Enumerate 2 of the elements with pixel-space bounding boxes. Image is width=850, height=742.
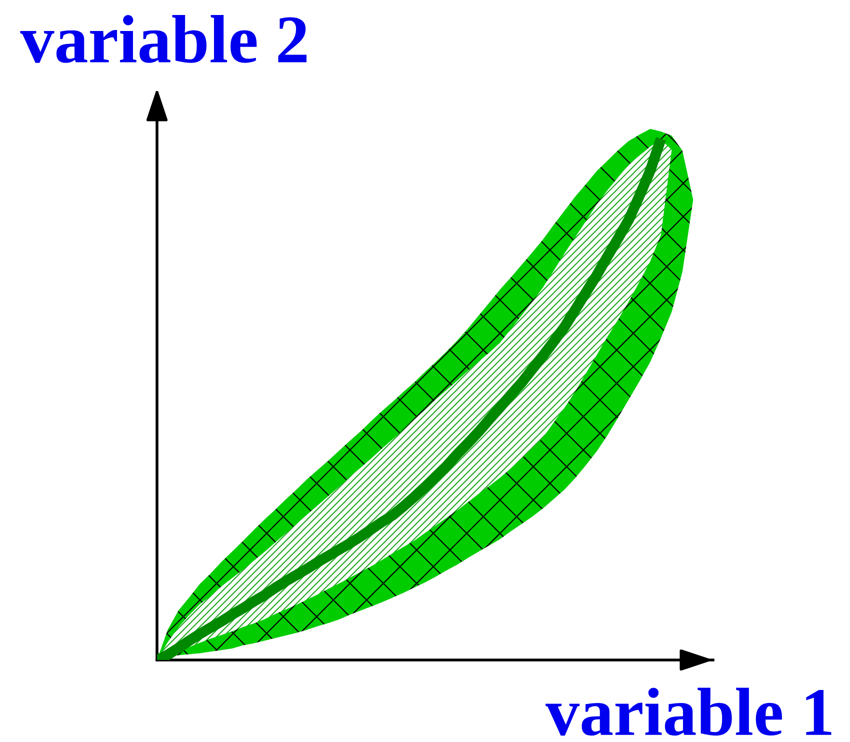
x-axis-title: variable 1 [546, 688, 832, 736]
y-axis-title: variable 2 [20, 15, 307, 63]
